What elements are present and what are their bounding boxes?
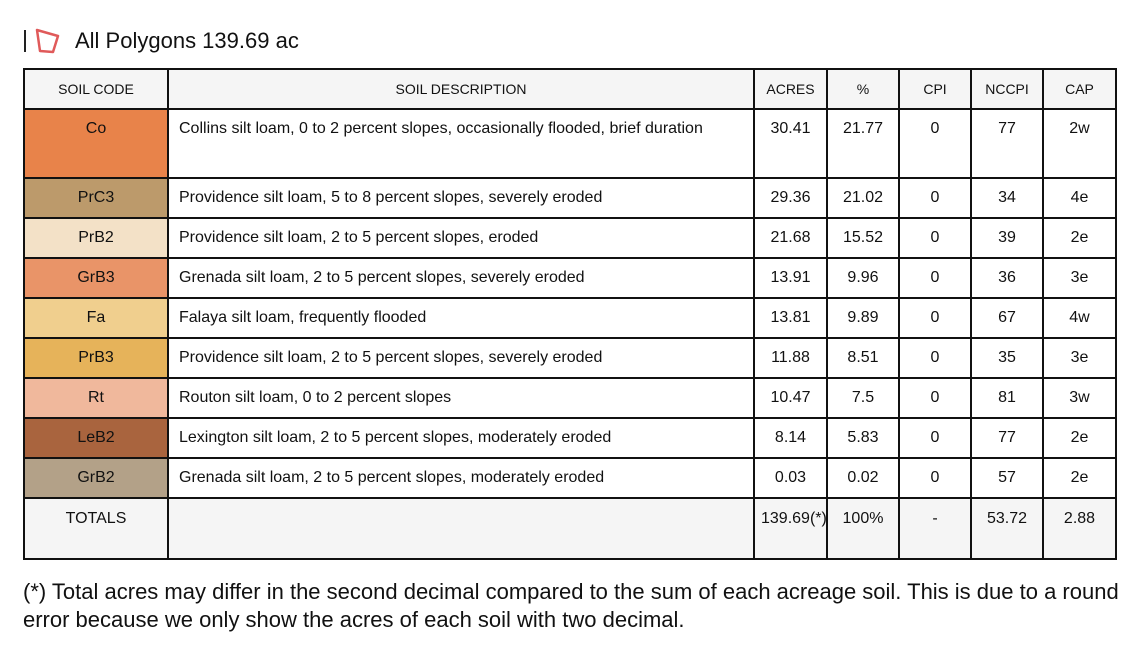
soil-code-cell: Rt xyxy=(23,377,169,419)
percent-cell: 21.77 xyxy=(826,108,900,179)
percent-cell: 0.02 xyxy=(826,457,900,499)
percent-cell: 5.83 xyxy=(826,417,900,459)
table-row: LeB2 Lexington silt loam, 2 to 5 percent … xyxy=(23,417,1117,459)
totals-row: TOTALS 139.69(*) 100% -53.72 2.88 xyxy=(23,497,1117,560)
table-row: PrB2 Providence silt loam, 2 to 5 percent… xyxy=(23,217,1117,259)
nccpi-cell: 67 xyxy=(970,297,1044,339)
soil-description-cell: Falaya silt loam, frequently flooded xyxy=(167,297,755,339)
acres-cell: 29.36 xyxy=(753,177,828,219)
table-row: PrC3 Providence silt loam, 5 to 8 percent… xyxy=(23,177,1117,219)
cap-cell: 3e xyxy=(1042,257,1117,299)
nccpi-cell: 35 xyxy=(970,337,1044,379)
table-row: GrB3 Grenada silt loam, 2 to 5 percent sl… xyxy=(23,257,1117,299)
soil-code-cell: Co xyxy=(23,108,169,179)
soil-code-cell: GrB3 xyxy=(23,257,169,299)
cpi-cell: 0 xyxy=(898,257,972,299)
nccpi-cell: 34 xyxy=(970,177,1044,219)
acres-cell: 13.81 xyxy=(753,297,828,339)
nccpi-cell: 57 xyxy=(970,457,1044,499)
soil-code-cell: TOTALS xyxy=(23,497,169,560)
acres-cell: 13.91 xyxy=(753,257,828,299)
table-row: GrB2 Grenada silt loam, 2 to 5 percent sl… xyxy=(23,457,1117,499)
column-header-cap: CAP xyxy=(1042,68,1117,110)
nccpi-cell: 81 xyxy=(970,377,1044,419)
acres-cell: 30.41 xyxy=(753,108,828,179)
table-row: PrB3 Providence silt loam, 2 to 5 percent… xyxy=(23,337,1117,379)
table-row: Rt Routon silt loam, 0 to 2 percent slope… xyxy=(23,377,1117,419)
soil-description-cell: Routon silt loam, 0 to 2 percent slopes xyxy=(167,377,755,419)
soil-code-cell: PrC3 xyxy=(23,177,169,219)
divider xyxy=(24,30,26,52)
cpi-cell: - xyxy=(898,497,972,560)
polygon-icon xyxy=(35,28,60,54)
nccpi-cell: 39 xyxy=(970,217,1044,259)
soil-code-cell: Fa xyxy=(23,297,169,339)
table-row: Fa Falaya silt loam, frequently flooded 13… xyxy=(23,297,1117,339)
cpi-cell: 0 xyxy=(898,217,972,259)
soil-code-cell: GrB2 xyxy=(23,457,169,499)
soil-code-cell: PrB2 xyxy=(23,217,169,259)
column-header-percent: % xyxy=(826,68,900,110)
cap-cell: 4e xyxy=(1042,177,1117,219)
cap-cell: 2e xyxy=(1042,217,1117,259)
nccpi-cell: 77 xyxy=(970,108,1044,179)
page-title-bar: All Polygons 139.69 ac xyxy=(24,26,299,56)
table-row: Co Collins silt loam, 0 to 2 percent slop… xyxy=(23,108,1117,179)
footnote: (*) Total acres may differ in the second… xyxy=(23,579,1119,632)
cap-cell: 3e xyxy=(1042,337,1117,379)
nccpi-cell: 77 xyxy=(970,417,1044,459)
soil-code-cell: LeB2 xyxy=(23,417,169,459)
percent-cell: 21.02 xyxy=(826,177,900,219)
acres-cell: 21.68 xyxy=(753,217,828,259)
soil-code-cell: PrB3 xyxy=(23,337,169,379)
cpi-cell: 0 xyxy=(898,337,972,379)
acres-cell: 10.47 xyxy=(753,377,828,419)
column-header-cpi: CPI xyxy=(898,68,972,110)
percent-cell: 100% xyxy=(826,497,900,560)
soil-description-cell: Grenada silt loam, 2 to 5 percent slopes… xyxy=(167,457,755,499)
soil-description-cell: Collins silt loam, 0 to 2 percent slopes… xyxy=(167,108,755,179)
acres-cell: 8.14 xyxy=(753,417,828,459)
cap-cell: 4w xyxy=(1042,297,1117,339)
soil-description-cell: Lexington silt loam, 2 to 5 percent slop… xyxy=(167,417,755,459)
percent-cell: 15.52 xyxy=(826,217,900,259)
cpi-cell: 0 xyxy=(898,457,972,499)
cpi-cell: 0 xyxy=(898,108,972,179)
column-header-soil-description: SOIL DESCRIPTION xyxy=(167,68,755,110)
percent-cell: 8.51 xyxy=(826,337,900,379)
percent-cell: 9.89 xyxy=(826,297,900,339)
soil-description-cell: Grenada silt loam, 2 to 5 percent slopes… xyxy=(167,257,755,299)
percent-cell: 9.96 xyxy=(826,257,900,299)
soil-description-cell: Providence silt loam, 5 to 8 percent slo… xyxy=(167,177,755,219)
acres-cell: 11.88 xyxy=(753,337,828,379)
soil-description-cell: Providence silt loam, 2 to 5 percent slo… xyxy=(167,337,755,379)
acres-cell: 139.69(*) xyxy=(753,497,828,560)
cpi-cell: 0 xyxy=(898,417,972,459)
cpi-cell: 0 xyxy=(898,297,972,339)
table-header: SOIL CODE SOIL DESCRIPTION ACRES% CPI NCCPI C… xyxy=(23,68,1117,110)
percent-cell: 7.5 xyxy=(826,377,900,419)
cap-cell: 2w xyxy=(1042,108,1117,179)
cap-cell: 2e xyxy=(1042,417,1117,459)
nccpi-cell: 36 xyxy=(970,257,1044,299)
cap-cell: 2.88 xyxy=(1042,497,1117,560)
column-header-nccpi: NCCPI xyxy=(970,68,1044,110)
acres-cell: 0.03 xyxy=(753,457,828,499)
nccpi-cell: 53.72 xyxy=(970,497,1044,560)
column-header-soil-code: SOIL CODE xyxy=(23,68,169,110)
soil-table: SOIL CODE SOIL DESCRIPTION ACRES% CPI NCCPI C… xyxy=(23,68,1117,560)
soil-description-cell: Providence silt loam, 2 to 5 percent slo… xyxy=(167,217,755,259)
cap-cell: 3w xyxy=(1042,377,1117,419)
cpi-cell: 0 xyxy=(898,377,972,419)
soil-description-cell xyxy=(167,497,755,560)
cap-cell: 2e xyxy=(1042,457,1117,499)
column-header-acres: ACRES xyxy=(753,68,828,110)
cpi-cell: 0 xyxy=(898,177,972,219)
page-title: All Polygons 139.69 ac xyxy=(75,28,299,53)
